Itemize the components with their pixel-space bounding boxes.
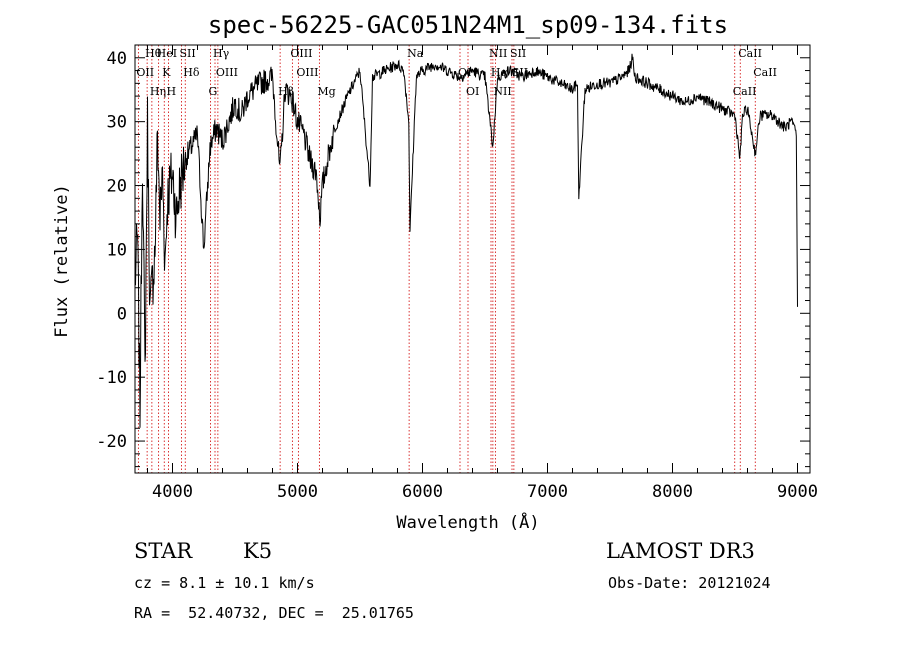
line-label: G <box>209 85 218 98</box>
survey-name: LAMOST DR3 <box>606 539 755 563</box>
y-tick-label: 20 <box>107 177 127 197</box>
line-label: CaII <box>733 85 757 98</box>
y-tick-label: 40 <box>107 49 127 69</box>
line-label: CaII <box>738 47 762 60</box>
line-label: OII <box>136 66 154 79</box>
line-label: OIII <box>296 66 318 79</box>
line-label: CaII <box>753 66 777 79</box>
x-tick-label: 9000 <box>777 482 818 502</box>
line-label: SII <box>180 47 196 60</box>
line-label: Hγ <box>213 47 230 60</box>
emission-line-markers <box>137 45 756 473</box>
x-tick-label: 6000 <box>402 482 443 502</box>
line-label: SII <box>510 47 526 60</box>
line-label: Hη <box>150 85 166 98</box>
line-label: OIII <box>216 66 238 79</box>
flux-series-line <box>134 53 798 428</box>
y-tick-label: 30 <box>107 113 127 133</box>
line-label: NII <box>489 47 507 60</box>
y-tick-label: -20 <box>96 432 127 452</box>
object-class: STAR <box>134 539 193 563</box>
line-label: Na <box>407 47 424 60</box>
line-label: HeI <box>157 47 177 60</box>
line-label: Hθ <box>145 47 162 60</box>
redshift-readout: cz = 8.1 ± 10.1 km/s <box>134 574 315 592</box>
line-label: Hδ <box>183 66 200 79</box>
x-tick-label: 4000 <box>152 482 193 502</box>
observation-date: Obs-Date: 20121024 <box>608 574 771 592</box>
line-label: Mg <box>317 85 335 98</box>
line-label: K <box>162 66 171 79</box>
x-tick-label: 8000 <box>652 482 693 502</box>
object-subclass: K5 <box>243 539 273 563</box>
y-tick-label: 0 <box>117 304 127 324</box>
coordinates-readout: RA = 52.40732, DEC = 25.01765 <box>134 604 414 622</box>
y-axis-label: Flux (relative) <box>52 184 72 338</box>
y-tick-label: 10 <box>107 240 127 260</box>
x-axis-label: Wavelength (Å) <box>396 511 539 533</box>
line-label: NII <box>493 85 511 98</box>
x-tick-label: 7000 <box>527 482 568 502</box>
x-tick-label: 5000 <box>277 482 318 502</box>
line-label: OI <box>466 85 479 98</box>
chart-title: spec-56225-GAC051N24M1_sp09-134.fits <box>208 11 728 39</box>
line-label: OIII <box>290 47 312 60</box>
line-label: H <box>167 85 177 98</box>
y-tick-label: -10 <box>96 368 127 388</box>
axis-ticks: 4000 5000 6000 7000 8000 9000 -20 -10 0 10 20 30 40 <box>96 44 818 502</box>
line-label: Hα <box>491 66 509 79</box>
emission-line-labels: HθOIIHηHeIKHSIIHδGHγOIIIHβOIIIOIIIMgNaOI… <box>136 47 777 98</box>
